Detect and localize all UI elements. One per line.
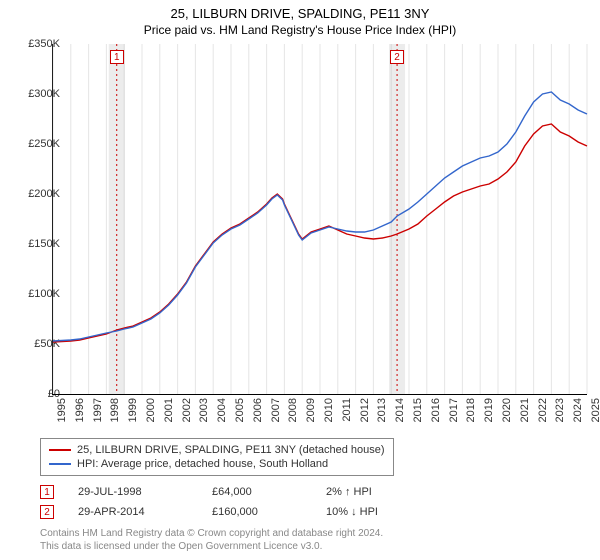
event-date: 29-APR-2014 — [78, 506, 188, 518]
event-delta: 10% ↓ HPI — [326, 506, 446, 518]
x-tick-label: 2012 — [359, 398, 371, 422]
x-tick-label: 2003 — [198, 398, 210, 422]
x-tick-label: 2018 — [465, 398, 477, 422]
legend-swatch — [49, 463, 71, 465]
chart-subtitle: Price paid vs. HM Land Registry's House … — [0, 23, 600, 37]
x-tick-label: 2011 — [341, 398, 353, 422]
x-tick-label: 2007 — [270, 398, 282, 422]
event-marker-2: 2 — [390, 50, 404, 64]
x-tick-label: 2009 — [305, 398, 317, 422]
x-tick-label: 2019 — [483, 398, 495, 422]
event-date: 29-JUL-1998 — [78, 486, 188, 498]
footer-line-1: Contains HM Land Registry data © Crown c… — [40, 528, 383, 541]
x-tick-label: 2010 — [323, 398, 335, 422]
event-delta: 2% ↑ HPI — [326, 486, 446, 498]
footer-attribution: Contains HM Land Registry data © Crown c… — [40, 528, 383, 553]
chart-legend: 25, LILBURN DRIVE, SPALDING, PE11 3NY (d… — [40, 438, 394, 476]
event-info-table: 1 29-JUL-1998 £64,000 2% ↑ HPI 2 29-APR-2014 £… — [40, 482, 446, 522]
event-price: £64,000 — [212, 486, 302, 498]
x-tick-label: 2022 — [537, 398, 549, 422]
chart-svg — [53, 44, 587, 394]
legend-item: 25, LILBURN DRIVE, SPALDING, PE11 3NY (d… — [49, 443, 385, 457]
x-tick-label: 2014 — [394, 398, 406, 422]
x-tick-label: 1998 — [109, 398, 121, 422]
legend-label: HPI: Average price, detached house, Sout… — [77, 458, 328, 470]
x-tick-label: 2025 — [590, 398, 600, 422]
x-tick-label: 2015 — [412, 398, 424, 422]
x-tick-label: 2024 — [572, 398, 584, 422]
x-tick-label: 2001 — [163, 398, 175, 422]
x-tick-label: 2002 — [181, 398, 193, 422]
event-marker-1: 1 — [110, 50, 124, 64]
chart-title: 25, LILBURN DRIVE, SPALDING, PE11 3NY — [0, 0, 600, 21]
event-info-row: 2 29-APR-2014 £160,000 10% ↓ HPI — [40, 502, 446, 522]
x-tick-label: 1996 — [74, 398, 86, 422]
x-tick-label: 2020 — [501, 398, 513, 422]
x-tick-label: 2008 — [287, 398, 299, 422]
event-marker-inline: 2 — [40, 505, 54, 519]
x-tick-label: 1997 — [92, 398, 104, 422]
x-tick-label: 1995 — [56, 398, 68, 422]
footer-line-2: This data is licensed under the Open Gov… — [40, 541, 383, 554]
event-price: £160,000 — [212, 506, 302, 518]
legend-item: HPI: Average price, detached house, Sout… — [49, 457, 385, 471]
legend-label: 25, LILBURN DRIVE, SPALDING, PE11 3NY (d… — [77, 444, 385, 456]
event-info-row: 1 29-JUL-1998 £64,000 2% ↑ HPI — [40, 482, 446, 502]
x-tick-label: 1999 — [127, 398, 139, 422]
legend-swatch — [49, 449, 71, 451]
x-tick-label: 2021 — [519, 398, 531, 422]
x-tick-label: 2000 — [145, 398, 157, 422]
x-tick-label: 2023 — [554, 398, 566, 422]
x-tick-label: 2005 — [234, 398, 246, 422]
x-tick-label: 2004 — [216, 398, 228, 422]
x-tick-label: 2016 — [430, 398, 442, 422]
x-tick-label: 2017 — [448, 398, 460, 422]
x-tick-label: 2013 — [376, 398, 388, 422]
event-marker-inline: 1 — [40, 485, 54, 499]
chart-plot-area: 12 — [52, 44, 587, 395]
x-tick-label: 2006 — [252, 398, 264, 422]
